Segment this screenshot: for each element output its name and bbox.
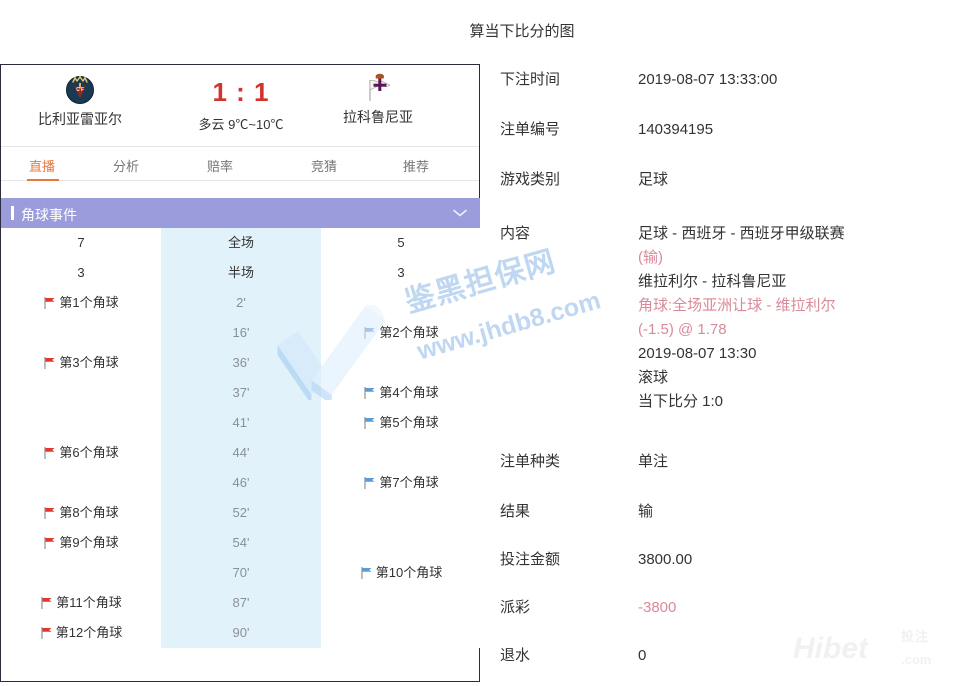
- svg-text:C: C: [76, 87, 80, 93]
- svg-text:F: F: [81, 87, 84, 93]
